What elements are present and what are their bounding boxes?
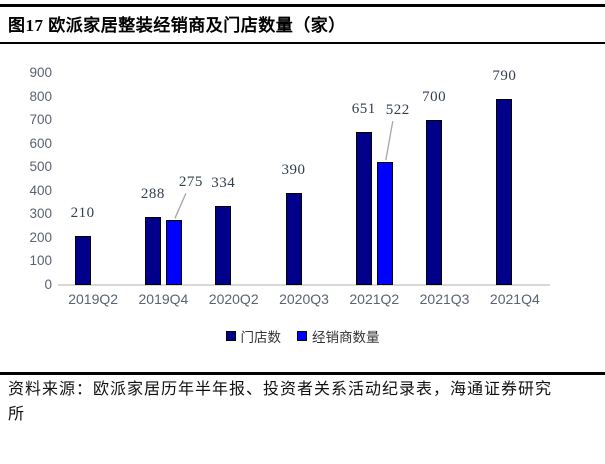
x-tick-label: 2021Q4 xyxy=(489,291,540,307)
store-count-bar xyxy=(355,131,372,285)
chart-legend: 门店数 经销商数量 xyxy=(0,326,605,346)
y-tick-label: 700 xyxy=(29,112,52,128)
figure-title: 图17 欧派家居整装经销商及门店数量（家） xyxy=(8,16,346,35)
x-tick-label: 2019Q4 xyxy=(138,291,189,307)
store-count-bar xyxy=(215,206,232,285)
y-tick-label: 900 xyxy=(29,65,52,81)
store-count-data-label: 288 xyxy=(140,186,165,203)
x-tick-label: 2021Q3 xyxy=(419,291,470,307)
top-rule xyxy=(0,4,605,7)
source-rule xyxy=(0,372,605,375)
y-tick-label: 400 xyxy=(29,182,52,198)
dealer-count-data-label: 275 xyxy=(178,174,203,191)
store-count-data-label: 210 xyxy=(70,204,95,221)
y-tick-label: 300 xyxy=(29,206,52,222)
legend-item: 门店数 xyxy=(225,326,282,346)
store-count-bar xyxy=(144,217,161,285)
y-tick-label: 100 xyxy=(29,253,52,269)
data-label-leader-line xyxy=(385,121,394,161)
store-count-data-label: 390 xyxy=(281,162,306,179)
legend-swatch-icon xyxy=(225,331,236,341)
store-count-data-label: 334 xyxy=(211,175,236,192)
store-count-bar xyxy=(285,193,302,285)
x-tick-label: 2020Q3 xyxy=(279,291,329,307)
y-tick-label: 200 xyxy=(29,229,52,245)
data-label-leader-line xyxy=(174,193,187,219)
store-count-bar xyxy=(74,235,91,285)
dealer-count-data-label: 522 xyxy=(385,102,410,119)
legend-label: 门店数 xyxy=(240,330,282,345)
legend-swatch-icon xyxy=(297,331,307,341)
title-underline-rule xyxy=(0,42,605,44)
store-count-bar xyxy=(426,120,443,285)
y-tick-label: 600 xyxy=(29,135,52,151)
y-tick-label: 800 xyxy=(29,88,52,104)
dealer-count-bar xyxy=(165,220,182,285)
y-tick-label: 0 xyxy=(44,277,52,292)
store-count-data-label: 700 xyxy=(422,89,447,106)
x-tick-label: 2021Q2 xyxy=(349,291,400,307)
store-count-data-label: 790 xyxy=(492,68,517,85)
store-count-bar xyxy=(496,99,513,285)
legend-label: 经销商数量 xyxy=(312,330,380,345)
dealer-count-bar xyxy=(376,162,393,285)
x-axis-line xyxy=(58,284,550,286)
x-tick-label: 2020Q2 xyxy=(208,291,259,307)
legend-item: 经销商数量 xyxy=(297,326,380,346)
store-count-data-label: 651 xyxy=(351,100,376,117)
y-tick-label: 500 xyxy=(29,159,52,175)
x-tick-label: 2019Q2 xyxy=(68,291,119,307)
source-note: 资料来源：欧派家居历年半年报、投资者关系活动纪录表，海通证券研究所 xyxy=(8,381,553,423)
